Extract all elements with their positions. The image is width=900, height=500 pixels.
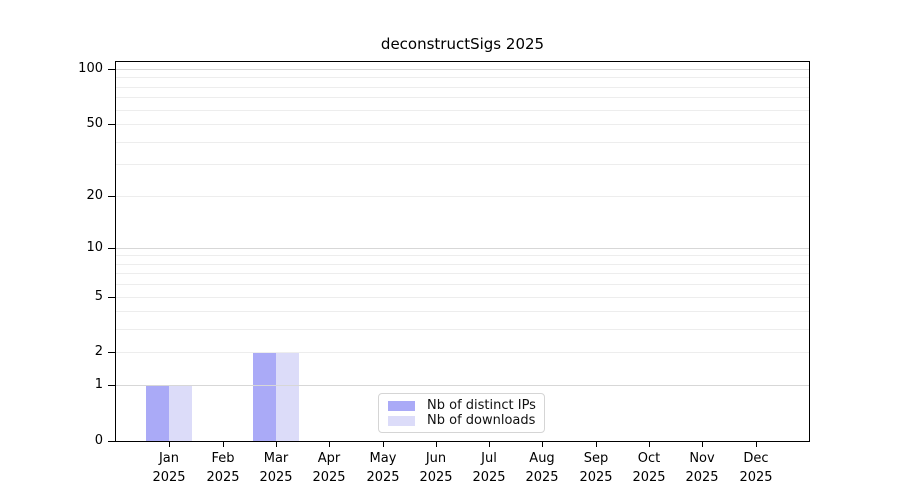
x-tick-aug [542, 442, 543, 447]
bar-jan-distinct-ips [146, 385, 170, 441]
x-tick-dec [756, 442, 757, 447]
x-tick-month: Oct [637, 451, 661, 466]
gridline-100 [116, 69, 809, 70]
x-tick-month: Nov [689, 451, 715, 466]
x-tick-year: 2025 [419, 470, 453, 485]
x-tick-label-oct: Oct 2025 [617, 449, 681, 487]
y-tick-20 [108, 196, 115, 197]
y-tick-5 [108, 297, 115, 298]
gridline-10 [116, 248, 809, 249]
plot-area: Nb of distinct IPs Nb of downloads [115, 61, 810, 442]
y-tick-2 [108, 352, 115, 353]
x-tick-year: 2025 [312, 470, 346, 485]
x-tick-month: Sep [583, 451, 609, 466]
x-tick-month: Aug [529, 451, 555, 466]
bars-layer [116, 62, 809, 441]
x-tick-year: 2025 [525, 470, 559, 485]
x-tick-label-feb: Feb 2025 [191, 449, 255, 487]
x-tick-mar [276, 442, 277, 447]
y-tick-label-0: 0 [94, 433, 103, 448]
x-tick-month: Apr [317, 451, 341, 466]
y-tick-label-2: 2 [94, 344, 103, 359]
bar-jan-downloads [169, 385, 193, 441]
gridline-20 [116, 196, 809, 197]
grid-layer [116, 62, 809, 441]
x-tick-label-may: May 2025 [351, 449, 415, 487]
x-tick-feb [223, 442, 224, 447]
gridline-6 [116, 284, 809, 285]
x-tick-year: 2025 [685, 470, 719, 485]
y-tick-label-100: 100 [78, 61, 103, 76]
legend-item-distinct-ips: Nb of distinct IPs [388, 398, 536, 413]
legend: Nb of distinct IPs Nb of downloads [378, 393, 545, 433]
y-tick-100 [108, 69, 115, 70]
x-tick-may [383, 442, 384, 447]
chart-title: deconstructSigs 2025 [380, 35, 545, 53]
legend-swatch-distinct-ips-icon [388, 400, 415, 411]
y-tick-10 [108, 248, 115, 249]
x-tick-year: 2025 [259, 470, 293, 485]
gridline-9 [116, 255, 809, 256]
x-tick-month: Jun [425, 451, 447, 466]
x-tick-year: 2025 [206, 470, 240, 485]
x-tick-jan [169, 442, 170, 447]
bar-mar-downloads [275, 352, 299, 441]
gridline-60 [116, 110, 809, 111]
x-tick-label-mar: Mar 2025 [244, 449, 308, 487]
x-tick-jun [436, 442, 437, 447]
x-tick-label-jun: Jun 2025 [404, 449, 468, 487]
x-tick-month: Dec [743, 451, 769, 466]
legend-label-downloads: Nb of downloads [427, 413, 536, 428]
x-tick-label-aug: Aug 2025 [510, 449, 574, 487]
y-tick-label-20: 20 [86, 188, 103, 203]
y-tick-label-5: 5 [94, 289, 103, 304]
x-tick-jul [489, 442, 490, 447]
x-tick-month: May [369, 451, 397, 466]
x-tick-sep [596, 442, 597, 447]
x-tick-label-apr: Apr 2025 [297, 449, 361, 487]
x-tick-year: 2025 [472, 470, 506, 485]
x-tick-apr [329, 442, 330, 447]
gridline-4 [116, 311, 809, 312]
x-tick-year: 2025 [632, 470, 666, 485]
x-tick-year: 2025 [366, 470, 400, 485]
gridline-70 [116, 97, 809, 98]
x-tick-month: Mar [263, 451, 289, 466]
legend-item-downloads: Nb of downloads [388, 413, 535, 428]
x-tick-year: 2025 [152, 470, 186, 485]
gridline-50 [116, 124, 809, 125]
y-tick-0 [108, 441, 115, 442]
gridline-8 [116, 264, 809, 265]
y-tick-label-50: 50 [86, 116, 103, 131]
x-tick-label-jul: Jul 2025 [457, 449, 521, 487]
x-tick-label-dec: Dec 2025 [724, 449, 788, 487]
gridline-3 [116, 329, 809, 330]
gridline-5 [116, 297, 809, 298]
x-tick-label-jan: Jan 2025 [137, 449, 201, 487]
gridline-40 [116, 142, 809, 143]
y-tick-50 [108, 124, 115, 125]
x-tick-nov [702, 442, 703, 447]
x-tick-month: Jan [158, 451, 180, 466]
gridline-1 [116, 385, 809, 386]
x-tick-label-nov: Nov 2025 [670, 449, 734, 487]
gridline-30 [116, 164, 809, 165]
x-tick-year: 2025 [579, 470, 613, 485]
x-tick-month: Jul [481, 451, 497, 466]
y-tick-1 [108, 385, 115, 386]
legend-swatch-downloads-icon [388, 415, 415, 426]
gridline-2 [116, 352, 809, 353]
bar-mar-distinct-ips [252, 352, 276, 441]
gridline-80 [116, 87, 809, 88]
x-tick-label-sep: Sep 2025 [564, 449, 628, 487]
x-tick-month: Feb [211, 451, 235, 466]
x-tick-year: 2025 [739, 470, 773, 485]
y-tick-label-1: 1 [94, 377, 103, 392]
gridline-7 [116, 273, 809, 274]
gridline-90 [116, 77, 809, 78]
x-tick-oct [649, 442, 650, 447]
legend-label-distinct-ips: Nb of distinct IPs [427, 398, 536, 413]
y-tick-label-10: 10 [86, 240, 103, 255]
